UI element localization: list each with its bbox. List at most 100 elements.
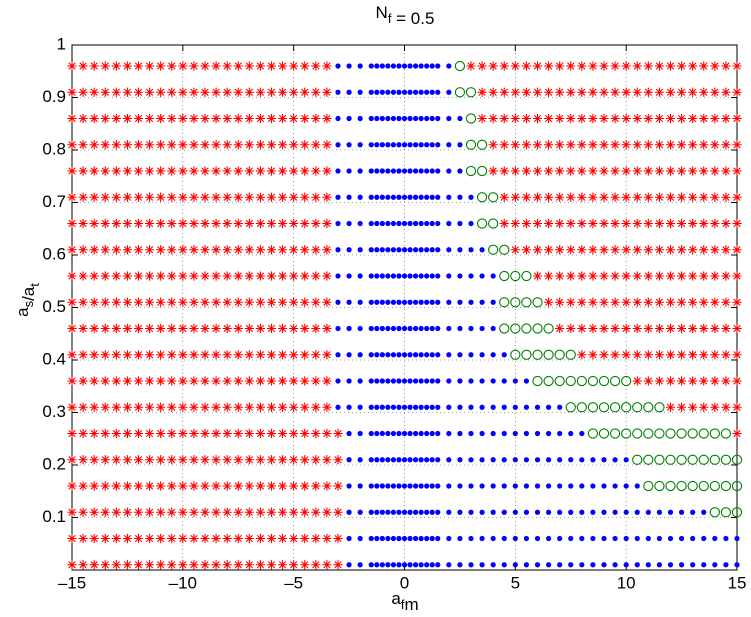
dot-point (385, 115, 391, 122)
star-point (654, 166, 665, 176)
dot-point (712, 535, 718, 542)
dot-point (468, 457, 474, 463)
dot-point (457, 457, 463, 463)
circle-point (621, 428, 632, 439)
star-point (311, 271, 321, 281)
star-point (133, 245, 144, 255)
star-point (289, 350, 299, 360)
dot-point (424, 115, 430, 122)
dot-point (401, 63, 408, 69)
star-point (211, 402, 221, 412)
star-point (189, 140, 199, 150)
dot-point (346, 535, 352, 542)
star-point (333, 507, 343, 517)
star-point (499, 140, 509, 150)
star-point (222, 428, 232, 439)
circle-point (643, 402, 654, 413)
star-point (676, 376, 687, 386)
star-point (732, 376, 742, 386)
dot-point (379, 273, 385, 279)
circle-point (643, 454, 654, 465)
star-point (67, 297, 77, 307)
star-point (189, 271, 199, 281)
star-point (721, 402, 731, 412)
star-point (167, 166, 177, 176)
dot-point (612, 535, 618, 542)
dot-point (407, 509, 413, 515)
star-point (599, 61, 609, 71)
star-point (300, 402, 310, 412)
dot-point (501, 562, 507, 568)
star-point (676, 192, 687, 202)
star-point (89, 533, 99, 544)
star-point (111, 455, 121, 465)
dot-point (457, 247, 463, 253)
star-point (654, 271, 665, 281)
star-point (300, 350, 310, 360)
dot-point (446, 404, 452, 410)
dot-point (490, 299, 496, 305)
dot-point (396, 194, 402, 200)
dot-point (429, 483, 435, 489)
star-point (222, 376, 232, 386)
circle-point (654, 480, 665, 492)
star-point (621, 113, 631, 124)
star-point (122, 376, 133, 386)
star-point (222, 560, 232, 570)
star-point (200, 192, 210, 202)
dot-point (368, 404, 374, 410)
star-point (189, 245, 199, 255)
dot-point (557, 535, 563, 542)
star-point (322, 297, 332, 307)
circle-point (698, 480, 709, 492)
dot-point (557, 404, 563, 410)
dot-point (385, 404, 391, 410)
star-point (732, 271, 742, 281)
circle-point (543, 323, 554, 334)
star-point (222, 271, 232, 281)
star-point (266, 192, 277, 202)
star-point (300, 376, 310, 386)
dot-point (368, 352, 374, 358)
star-point (289, 481, 299, 491)
star-point (144, 481, 155, 491)
dot-point (396, 483, 402, 489)
dot-point (418, 299, 424, 305)
dot-point (368, 247, 374, 253)
star-point (211, 113, 221, 124)
chart-title: Nf = 0.5 (376, 3, 435, 28)
dot-point (407, 63, 413, 69)
star-point (610, 87, 620, 97)
y-tick-label: 0.1 (42, 507, 66, 526)
star-point (189, 87, 199, 97)
star-point (233, 376, 243, 386)
star-point (122, 87, 133, 97)
star-point (189, 350, 199, 360)
star-point (244, 481, 254, 491)
dot-point (407, 247, 413, 253)
dot-point (412, 220, 419, 227)
dot-point (457, 325, 463, 332)
star-point (643, 113, 653, 124)
star-point (156, 140, 166, 150)
dot-point (490, 352, 496, 358)
dot-point (457, 299, 463, 305)
dot-point (401, 562, 408, 568)
dot-point (457, 562, 463, 568)
dot-point (385, 325, 391, 332)
dot-point (468, 535, 474, 542)
dot-point (435, 430, 441, 437)
star-point (277, 245, 288, 255)
dot-point (407, 430, 413, 437)
star-point (78, 533, 88, 544)
star-point (244, 166, 254, 176)
star-point (322, 323, 332, 334)
star-point (289, 192, 299, 202)
dot-point (412, 63, 419, 69)
dot-point (435, 168, 441, 174)
star-point (322, 507, 332, 517)
dot-point (468, 483, 474, 489)
star-point (189, 166, 199, 176)
star-point (289, 140, 299, 150)
star-point (510, 87, 520, 97)
